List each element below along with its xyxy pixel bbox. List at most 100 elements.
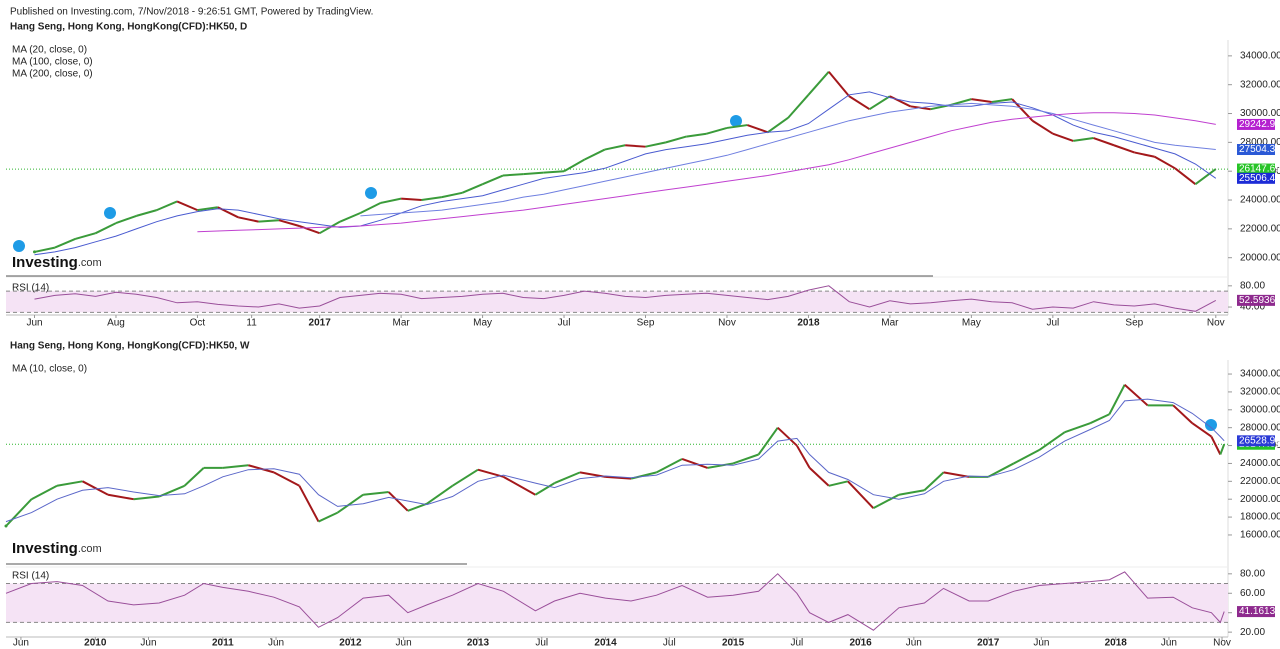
x-tick-label: Jul: [558, 318, 571, 329]
x-tick-label: 2011: [212, 638, 234, 649]
price-candle: [273, 471, 300, 487]
price-candle: [1093, 137, 1115, 147]
x-tick-label: 2018: [797, 318, 820, 329]
last-value-label: 26528.91: [1239, 435, 1280, 446]
price-candle: [363, 491, 389, 496]
rsi-label: RSI (14): [12, 283, 49, 294]
moving-average: [197, 112, 1216, 233]
rsi-line: [5, 571, 1225, 631]
price-candle: [950, 98, 972, 106]
price-candle: [1219, 443, 1226, 455]
price-candle: [1172, 404, 1193, 424]
x-tick-label: May: [473, 318, 492, 329]
price-candle: [359, 202, 382, 214]
x-tick-label: Mar: [392, 318, 410, 329]
y-tick-label: 18000.00: [1240, 512, 1280, 523]
rsi-line: [34, 285, 1217, 312]
price-candle: [337, 493, 364, 514]
last-value-tag: [1237, 144, 1275, 156]
x-tick-label: 2010: [84, 638, 107, 649]
price-candle: [1194, 168, 1217, 185]
moving-average: [34, 91, 1217, 256]
price-candle: [1210, 436, 1222, 455]
price-candle: [298, 225, 320, 235]
x-tick-label: Sep: [1125, 318, 1143, 329]
price-candle: [1134, 151, 1155, 158]
x-tick-label: Jun: [1033, 638, 1049, 649]
price-candle: [1013, 449, 1040, 465]
y-tick-label: 34000.00: [1240, 50, 1280, 61]
x-tick-label: 2017: [977, 638, 1000, 649]
marker-icon: [13, 240, 25, 252]
x-tick-label: Nov: [718, 318, 736, 329]
y-tick-label: 32000.00: [1240, 79, 1280, 90]
x-tick-label: 2015: [722, 638, 745, 649]
price-candle: [502, 173, 524, 177]
price-candle: [426, 484, 454, 505]
price-candle: [872, 493, 900, 510]
price-candle: [767, 117, 789, 134]
price-candle: [34, 246, 56, 253]
x-tick-label: Sep: [637, 318, 655, 329]
price-candle: [923, 471, 945, 491]
chart-title: Hang Seng, Hong Kong, HongKong(CFD):HK50…: [10, 341, 250, 352]
last-value-label: 27504.36: [1239, 144, 1280, 155]
x-tick-label: Nov: [1213, 638, 1231, 649]
last-value-tag: [1237, 435, 1275, 447]
price-candle: [1174, 167, 1197, 185]
last-value-tag: [1237, 606, 1275, 618]
legend-entry: MA (20, close, 0): [12, 45, 87, 56]
price-candle: [665, 135, 687, 144]
price-candle: [54, 238, 76, 249]
y-tick-label: 30000.00: [1240, 108, 1280, 119]
x-tick-label: Jun: [26, 318, 42, 329]
price-candle: [1052, 132, 1074, 142]
x-tick-label: 2014: [594, 638, 617, 649]
y-tick-label: 32000.00: [1240, 387, 1280, 398]
price-candle: [401, 197, 422, 202]
rsi-band: [6, 583, 1228, 623]
last-value-label: 25506.42: [1239, 173, 1280, 184]
x-tick-label: Jul: [535, 638, 548, 649]
price-candle: [197, 206, 218, 212]
price-candle: [82, 480, 109, 496]
price-candle: [848, 95, 871, 111]
price-candle: [387, 491, 409, 512]
price-candle: [461, 183, 483, 194]
price-candle: [625, 144, 646, 148]
price-candle: [707, 462, 734, 469]
rsi-label: RSI (14): [12, 571, 49, 582]
last-value-tag: [1237, 163, 1275, 175]
x-tick-label: Jun: [13, 638, 29, 649]
price-candle: [987, 462, 1015, 478]
y-tick-label: 80.00: [1240, 280, 1265, 291]
x-tick-label: 2012: [339, 638, 362, 649]
price-candle: [828, 71, 850, 97]
header: Published on Investing.com, 7/Nov/2018 -…: [10, 7, 373, 18]
price-candle: [523, 171, 544, 176]
price-candle: [258, 219, 279, 223]
markers: [13, 115, 1217, 431]
price-candle: [1073, 137, 1094, 142]
price-candle: [318, 511, 339, 523]
y-tick-label: 80.00: [1240, 568, 1265, 579]
price-candle: [656, 458, 683, 474]
price-candle: [898, 489, 925, 496]
price-candle: [787, 94, 810, 119]
marker-icon: [730, 115, 742, 127]
y-tick-label: 20000.00: [1240, 252, 1280, 263]
price-candle: [1089, 413, 1110, 425]
x-tick-label: Nov: [1207, 318, 1225, 329]
y-tick-label: 20000.00: [1240, 494, 1280, 505]
price-candle: [732, 453, 759, 465]
last-value-tag: [1237, 118, 1275, 130]
last-value-label: 52.5936: [1239, 295, 1276, 306]
price-candle: [1113, 144, 1135, 154]
price-candle: [943, 471, 970, 478]
moving-average: [5, 398, 1225, 523]
price-candle: [828, 480, 849, 487]
y-tick-label: 60.00: [1240, 588, 1265, 599]
price-candle: [795, 445, 811, 469]
y-tick-label: 16000.00: [1240, 530, 1280, 541]
